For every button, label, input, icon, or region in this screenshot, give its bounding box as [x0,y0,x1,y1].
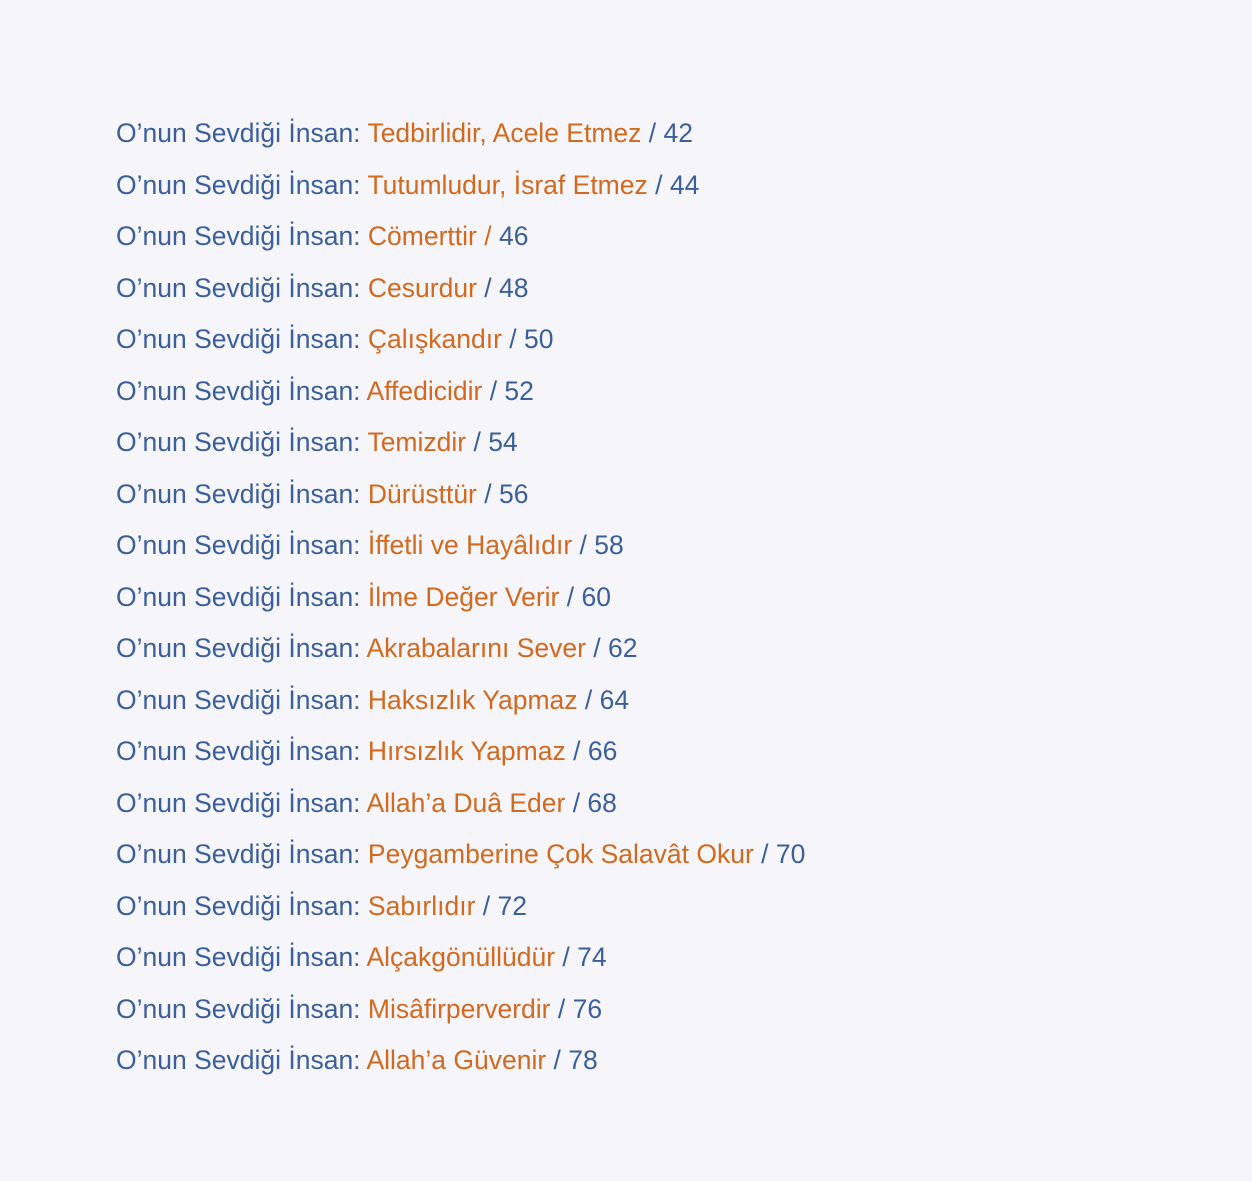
toc-entry[interactable]: O’nun Sevdiği İnsan: Çalışkandır / 50 [116,319,805,371]
entry-title: Hırsızlık Yapmaz [367,736,566,766]
entry-page-number: 76 [572,993,603,1024]
entry-page-number: 50 [524,324,554,354]
entry-title: Allah’a Duâ Eder [366,787,566,818]
toc-entry[interactable]: O’nun Sevdiği İnsan: Allah’a Güvenir / 7… [116,1040,805,1092]
entry-prefix: O’nun Sevdiği İnsan: [116,375,367,406]
toc-entry[interactable]: O’nun Sevdiği İnsan: İffetli ve Hayâlıdı… [116,525,805,577]
entry-prefix: O’nun Sevdiği İnsan: [116,221,368,251]
toc-entry[interactable]: O’nun Sevdiği İnsan: Haksızlık Yapmaz / … [116,680,805,732]
entry-page-number: 52 [504,375,534,406]
table-of-contents: O’nun Sevdiği İnsan: Tedbirlidir, Acele … [116,113,805,1092]
toc-entry[interactable]: O’nun Sevdiği İnsan: Cömerttir / 46 [116,216,805,268]
entry-prefix: O’nun Sevdiği İnsan: [116,942,367,972]
toc-entry[interactable]: O’nun Sevdiği İnsan: Peygamberine Çok Sa… [116,834,805,886]
toc-entry[interactable]: O’nun Sevdiği İnsan: Cesurdur / 48 [116,268,805,320]
entry-prefix: O’nun Sevdiği İnsan: [116,736,368,766]
entry-page-number: 54 [488,427,518,457]
entry-prefix: O’nun Sevdiği İnsan: [116,530,368,560]
entry-prefix: O’nun Sevdiği İnsan: [116,478,368,509]
entry-title: Sabırlıdır [367,890,476,921]
entry-title: Cesurdur [367,272,477,303]
entry-page-number: 42 [663,118,693,148]
entry-prefix: O’nun Sevdiği İnsan: [116,118,368,148]
entry-page-number: 70 [775,839,806,869]
entry-page-number: 46 [498,221,529,251]
entry-prefix: O’nun Sevdiği İnsan: [116,581,368,612]
entry-separator: / [565,736,588,766]
entry-separator: / [565,787,588,818]
entry-separator: / [753,839,776,869]
entry-title: Dürüsttür [367,478,477,509]
entry-prefix: O’nun Sevdiği İnsan: [116,169,368,200]
toc-entry[interactable]: O’nun Sevdiği İnsan: Sabırlıdır / 72 [116,886,805,938]
entry-page-number: 44 [669,169,700,200]
entry-page-number: 68 [587,787,617,818]
toc-entry[interactable]: O’nun Sevdiği İnsan: Misâfirperverdir / … [116,989,805,1041]
entry-page-number: 56 [498,478,529,509]
toc-entry[interactable]: O’nun Sevdiği İnsan: Affedicidir / 52 [116,371,805,423]
toc-entry[interactable]: O’nun Sevdiği İnsan: Dürüsttür / 56 [116,474,805,526]
entry-title: Alçakgönüllüdür [366,942,556,972]
entry-title: Temizdir [367,427,467,457]
entry-page-number: 60 [581,581,611,612]
entry-separator: / [641,118,664,148]
entry-title: Affedicidir [366,375,483,406]
entry-separator: / [550,993,573,1024]
entry-prefix: O’nun Sevdiği İnsan: [116,633,367,663]
toc-entry[interactable]: O’nun Sevdiği İnsan: Alçakgönüllüdür / 7… [116,937,805,989]
toc-entry[interactable]: O’nun Sevdiği İnsan: Hırsızlık Yapmaz / … [116,731,805,783]
entry-page-number: 78 [568,1045,598,1075]
entry-prefix: O’nun Sevdiği İnsan: [116,890,368,921]
entry-separator: / [559,581,582,612]
entry-separator: / [577,684,600,715]
entry-prefix: O’nun Sevdiği İnsan: [116,1045,367,1075]
toc-entry[interactable]: O’nun Sevdiği İnsan: İlme Değer Verir / … [116,577,805,629]
entry-separator: / [501,324,525,354]
toc-entry[interactable]: O’nun Sevdiği İnsan: Temizdir / 54 [116,422,805,474]
entry-page-number: 74 [577,942,607,972]
entry-title: Peygamberine Çok Salavât Okur [367,839,754,869]
entry-page-number: 72 [497,890,527,921]
entry-separator: / [475,890,498,921]
toc-entry[interactable]: O’nun Sevdiği İnsan: Tedbirlidir, Acele … [116,113,805,165]
entry-separator: / [585,633,609,663]
entry-prefix: O’nun Sevdiği İnsan: [116,787,367,818]
toc-entry[interactable]: O’nun Sevdiği İnsan: Allah’a Duâ Eder / … [116,783,805,835]
entry-title: Çalışkandır [367,324,502,354]
entry-prefix: O’nun Sevdiği İnsan: [116,993,368,1024]
entry-page-number: 64 [599,684,630,715]
entry-separator: / [572,530,595,560]
entry-title: Allah’a Güvenir [366,1045,547,1075]
entry-title: Akrabalarını Sever [366,633,586,663]
entry-prefix: O’nun Sevdiği İnsan: [116,272,368,303]
entry-page-number: 58 [594,530,624,560]
entry-page-number: 66 [587,736,618,766]
toc-entry[interactable]: O’nun Sevdiği İnsan: Tutumludur, İsraf E… [116,165,805,217]
entry-separator: / [546,1045,569,1075]
entry-separator: / [647,169,670,200]
entry-title: Haksızlık Yapmaz [367,684,578,715]
entry-title: Tedbirlidir, Acele Etmez [367,118,642,148]
toc-entry[interactable]: O’nun Sevdiği İnsan: Akrabalarını Sever … [116,628,805,680]
entry-title: Cömerttir / [367,221,492,251]
entry-title: İlme Değer Verir [367,581,560,612]
entry-separator: / [466,427,489,457]
entry-separator: / [476,478,499,509]
entry-page-number: 62 [608,633,638,663]
entry-title: İffetli ve Hayâlıdır [367,530,573,560]
entry-title: Misâfirperverdir [367,993,551,1024]
entry-page-number: 48 [499,272,529,303]
entry-separator: / [482,375,505,406]
entry-prefix: O’nun Sevdiği İnsan: [116,684,368,715]
entry-title: Tutumludur, İsraf Etmez [367,169,648,200]
entry-separator [492,221,499,251]
entry-prefix: O’nun Sevdiği İnsan: [116,427,368,457]
entry-separator: / [476,272,499,303]
entry-separator: / [555,942,578,972]
entry-prefix: O’nun Sevdiği İnsan: [116,839,368,869]
entry-prefix: O’nun Sevdiği İnsan: [116,324,368,354]
